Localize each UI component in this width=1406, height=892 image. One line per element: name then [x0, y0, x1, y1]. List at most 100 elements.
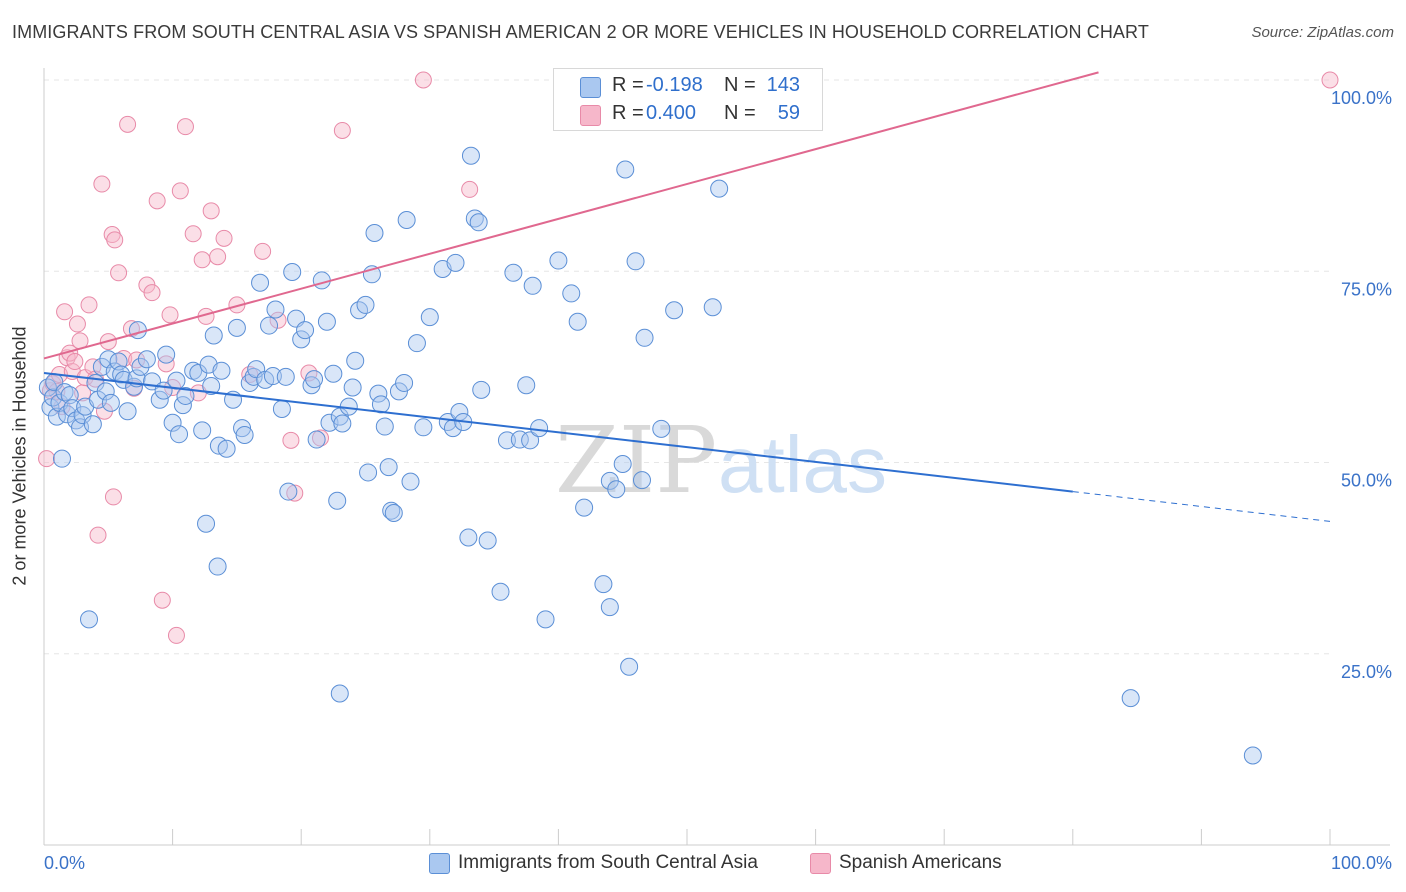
data-point-spanish-americans: [167, 626, 185, 644]
data-point-south-central-asia: [212, 361, 231, 380]
data-point-south-central-asia: [131, 357, 150, 376]
data-point-south-central-asia: [217, 439, 236, 458]
r-value: 0.400: [646, 102, 697, 124]
data-point-spanish-americans: [461, 180, 479, 198]
chart-title: IMMIGRANTS FROM SOUTH CENTRAL ASIA VS SP…: [12, 22, 1149, 42]
data-point-south-central-asia: [665, 301, 684, 320]
data-point-south-central-asia: [613, 455, 632, 474]
data-point-south-central-asia: [371, 395, 390, 414]
data-point-south-central-asia: [58, 405, 77, 424]
data-point-spanish-americans: [282, 431, 300, 449]
data-point-south-central-asia: [202, 377, 221, 395]
data-point-spanish-americans: [286, 484, 304, 502]
data-point-south-central-asia: [530, 419, 549, 438]
data-point-spanish-americans: [68, 315, 86, 333]
data-point-south-central-asia: [536, 610, 555, 629]
data-point-spanish-americans: [56, 303, 74, 321]
legend-row-blue: R = -0.198 N = 143: [554, 72, 822, 100]
data-point-south-central-asia: [330, 407, 349, 426]
data-point-spanish-americans: [161, 306, 179, 324]
data-point-south-central-asia: [575, 498, 594, 517]
data-point-south-central-asia: [176, 386, 195, 405]
legend-label: Spanish Americans: [839, 852, 1002, 873]
data-point-south-central-asia: [356, 295, 375, 314]
data-point-spanish-americans: [38, 450, 56, 468]
data-point-south-central-asia: [320, 413, 339, 432]
data-point-south-central-asia: [1121, 689, 1140, 708]
data-point-spanish-americans: [176, 118, 194, 136]
data-point-south-central-asia: [170, 425, 189, 444]
data-point-south-central-asia: [227, 318, 246, 337]
data-point-south-central-asia: [197, 514, 216, 533]
data-point-south-central-asia: [266, 300, 285, 319]
data-point-south-central-asia: [652, 419, 671, 438]
data-point-south-central-asia: [523, 276, 542, 295]
data-point-south-central-asia: [328, 491, 347, 510]
x-tick-label: 0.0%: [44, 853, 85, 873]
data-point-south-central-asia: [137, 350, 156, 369]
data-point-south-central-asia: [163, 413, 182, 432]
data-point-south-central-asia: [620, 657, 639, 676]
data-point-south-central-asia: [263, 367, 282, 386]
data-point-south-central-asia: [469, 213, 488, 232]
data-point-south-central-asia: [607, 480, 626, 499]
grid-lines: [44, 79, 1330, 655]
data-point-south-central-asia: [53, 449, 72, 468]
data-point-spanish-americans: [143, 284, 161, 302]
source-note: Source: ZipAtlas.com: [1251, 24, 1394, 41]
data-point-spanish-americans: [1321, 71, 1339, 89]
data-point-south-central-asia: [307, 430, 326, 449]
data-point-spanish-americans: [80, 296, 98, 314]
data-point-south-central-asia: [397, 210, 416, 229]
data-point-south-central-asia: [112, 365, 131, 384]
data-point-south-central-asia: [296, 321, 315, 340]
data-point-south-central-asia: [461, 146, 480, 165]
data-point-south-central-asia: [491, 582, 510, 601]
correlation-legend: R = -0.198 N = 143 R = 0.400 N = 59: [553, 68, 823, 131]
n-value: 143: [766, 74, 800, 96]
data-point-south-central-asia: [395, 373, 414, 392]
data-point-south-central-asia: [260, 316, 279, 335]
data-point-spanish-americans: [157, 355, 175, 373]
y-tick-label: 25.0%: [1341, 662, 1392, 682]
x-tick-label: 100.0%: [1331, 853, 1392, 873]
data-point-south-central-asia: [626, 252, 645, 271]
data-point-spanish-americans: [209, 248, 227, 266]
data-point-south-central-asia: [150, 390, 169, 409]
data-point-south-central-asia: [420, 308, 439, 327]
trend-line-extension: [1072, 491, 1331, 522]
data-point-south-central-asia: [446, 253, 465, 272]
data-point-south-central-asia: [63, 399, 82, 418]
data-point-spanish-americans: [93, 175, 111, 193]
r-label: R =: [612, 74, 644, 96]
data-point-south-central-asia: [562, 284, 581, 303]
data-point-south-central-asia: [478, 531, 497, 550]
trend-line-south-central-asia: [43, 372, 1073, 493]
data-point-south-central-asia: [157, 345, 176, 364]
data-point-spanish-americans: [66, 353, 84, 371]
data-point-south-central-asia: [233, 419, 252, 438]
data-point-spanish-americans: [110, 264, 128, 282]
trend-line-spanish-americans: [43, 71, 1099, 360]
data-point-south-central-asia: [549, 251, 568, 270]
data-point-spanish-americans: [153, 591, 171, 609]
data-point-spanish-americans: [106, 231, 124, 249]
watermark-zip: ZIP: [555, 407, 717, 514]
data-point-south-central-asia: [343, 378, 362, 397]
data-point-south-central-asia: [568, 312, 587, 331]
data-point-south-central-asia: [276, 367, 295, 386]
trend-lines: [43, 71, 1331, 522]
n-label: N =: [724, 102, 756, 124]
data-point-south-central-asia: [382, 501, 401, 520]
series-spanish-americans: [38, 71, 1339, 644]
data-point-south-central-asia: [312, 271, 331, 290]
data-point-south-central-asia: [365, 224, 384, 242]
data-point-south-central-asia: [594, 575, 613, 594]
data-point-spanish-americans: [104, 488, 122, 506]
y-tick-label: 50.0%: [1341, 471, 1392, 491]
data-point-spanish-americans: [414, 71, 432, 89]
data-point-spanish-americans: [193, 251, 211, 269]
data-point-south-central-asia: [369, 384, 388, 403]
data-point-south-central-asia: [510, 430, 529, 449]
